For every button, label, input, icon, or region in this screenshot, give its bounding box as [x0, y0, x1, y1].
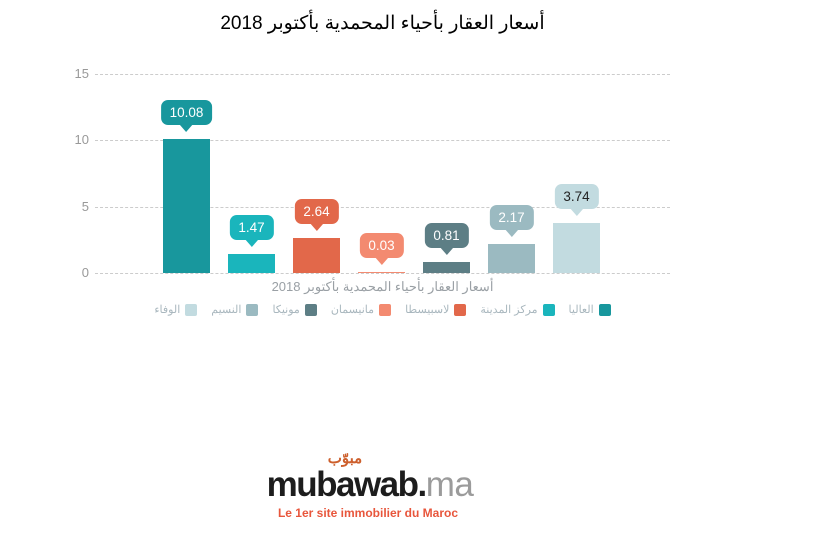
bar-3[interactable] [358, 272, 405, 273]
legend-label: مانيسمان [330, 304, 375, 316]
tooltip-tail [309, 222, 324, 231]
y-tick-label-15: 15 [74, 66, 89, 81]
bar-6[interactable] [553, 223, 600, 273]
legend-item-3[interactable]: مانيسمان [330, 303, 392, 316]
logo-brand-text: mubawab. [266, 465, 428, 504]
y-tick-label-0: 0 [81, 265, 89, 280]
bar-value-tooltip-0: 10.08 [160, 100, 213, 133]
tooltip-tail [374, 257, 389, 265]
legend-swatch [304, 303, 317, 316]
legend-label: الوفاء [154, 304, 181, 316]
gridline-y-5: 5 [82, 199, 670, 214]
bar-value-label: 0.81 [424, 223, 469, 249]
bar-2[interactable] [293, 237, 340, 273]
chart-title: أسعار العقار بأحياء المحمدية بأكتوبر 201… [220, 13, 545, 34]
legend-item-2[interactable]: لاسبيسطا [405, 303, 467, 316]
legend-swatch [542, 303, 555, 316]
bar-value-tooltip-4: 0.81 [424, 223, 469, 256]
legend-item-4[interactable]: مونيكا [272, 303, 317, 316]
legend-item-5[interactable]: النسيم [211, 303, 259, 316]
bar-value-label: 10.08 [160, 100, 213, 126]
bar-value-label: 3.74 [554, 184, 599, 210]
bar-value-tooltip-6: 3.74 [554, 184, 599, 217]
legend-swatch [246, 303, 259, 316]
tooltip-tail [504, 229, 519, 238]
bar-value-label: 2.64 [294, 198, 339, 224]
plot-area: 0 5 10 15 10.08 1.47 2.64 0.03 0.81 2.17 3.74 [75, 66, 670, 280]
bar-value-label: 1.47 [229, 214, 274, 240]
legend-item-6[interactable]: الوفاء [154, 303, 198, 316]
tooltip-tail [569, 208, 584, 217]
legend-swatch [379, 303, 392, 316]
legend: العاليا مركز المدينة لاسبيسطا مانيسمان مونيك… [95, 303, 670, 316]
y-tick-label-5: 5 [81, 198, 89, 214]
legend-item-0[interactable]: العاليا [569, 303, 611, 316]
bar-1[interactable] [228, 253, 275, 273]
y-tick-label-10: 10 [74, 132, 89, 148]
legend-swatch [185, 303, 198, 316]
legend-label: النسيم [211, 304, 242, 316]
gridline-y-15: 15 [75, 66, 670, 81]
bar-4[interactable] [423, 262, 470, 273]
gridline-y-0: 0 [82, 265, 670, 280]
bar-value-label: 0.03 [359, 233, 404, 258]
legend-item-1[interactable]: مركز المدينة [480, 303, 555, 316]
bar-value-tooltip-2: 2.64 [294, 198, 339, 231]
logo-tagline: Le 1er site immobilier du Maroc [277, 506, 459, 520]
legend-label: العاليا [568, 304, 594, 316]
legend-swatch [454, 303, 467, 316]
tooltip-tail [439, 247, 454, 256]
bar-value-tooltip-5: 2.17 [489, 205, 534, 238]
legend-label: مونيكا [272, 304, 300, 316]
legend-swatch [598, 303, 611, 316]
mubawab-logo: مبوّب mubawab.ma Le 1er site immobilier … [230, 450, 510, 520]
bar-value-label: 2.17 [489, 205, 534, 231]
bar-5[interactable] [488, 244, 535, 273]
tooltip-tail [244, 238, 259, 247]
legend-label: لاسبيسطا [405, 304, 450, 316]
bar-value-tooltip-1: 1.47 [229, 214, 274, 247]
bar-0[interactable] [163, 139, 210, 273]
bar-value-tooltip-3: 0.03 [359, 233, 404, 265]
logo-arabic-text: مبوّب [327, 450, 363, 467]
gridline-y-10: 10 [75, 132, 670, 147]
x-axis-label: أسعار العقار بأحياء المحمدية بأكتوبر 201… [271, 279, 494, 294]
legend-label: مركز المدينة [480, 304, 538, 316]
logo-wordmark: mubawab.ma [230, 467, 510, 502]
logo-tld-text: ma [425, 465, 474, 504]
tooltip-tail [179, 124, 194, 133]
